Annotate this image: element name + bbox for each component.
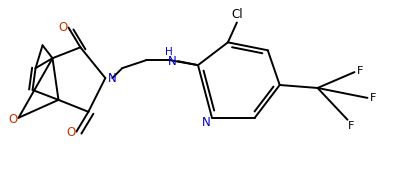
Text: F: F <box>357 66 364 76</box>
Text: F: F <box>370 93 377 103</box>
Text: O: O <box>59 21 68 34</box>
Text: N: N <box>168 55 176 68</box>
Text: Cl: Cl <box>231 8 243 21</box>
Text: O: O <box>67 126 76 139</box>
Text: N: N <box>108 72 117 84</box>
Text: F: F <box>348 121 355 131</box>
Text: H: H <box>165 47 173 57</box>
Text: O: O <box>8 113 17 126</box>
Text: N: N <box>202 116 211 129</box>
